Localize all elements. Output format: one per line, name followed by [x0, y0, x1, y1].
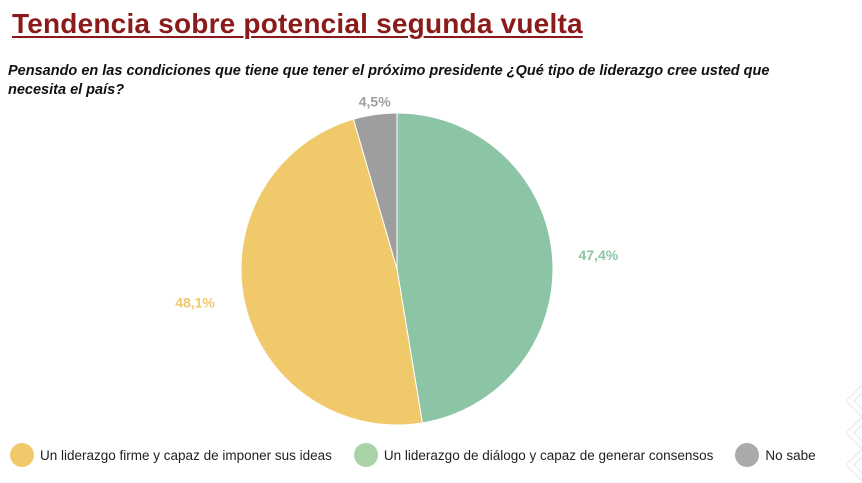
pie-slice — [240, 118, 423, 426]
legend-item-firme: Un liderazgo firme y capaz de imponer su… — [10, 443, 332, 467]
slice-value-label: 4,5% — [359, 93, 391, 109]
slice-value-label: 47,4% — [579, 247, 619, 263]
legend-label-dialogo: Un liderazgo de diálogo y capaz de gener… — [383, 447, 714, 463]
legend-swatch-no-sabe — [735, 443, 760, 467]
legend-label-firme: Un liderazgo firme y capaz de imponer su… — [40, 447, 332, 463]
slice-value-label: 48,1% — [175, 295, 215, 311]
legend-swatch-dialogo — [353, 443, 378, 467]
legend-item-dialogo: Un liderazgo de diálogo y capaz de gener… — [353, 443, 714, 467]
legend-label-no-sabe: No sabe — [765, 447, 816, 463]
decorative-chevrons-icon — [845, 385, 862, 482]
survey-question: Pensando en las condiciones que tiene qu… — [8, 63, 770, 98]
legend-swatch-firme — [10, 443, 34, 467]
chart-legend: Un liderazgo firme y capaz de imponer su… — [10, 441, 816, 469]
page-title: Tendencia sobre potencial segunda vuelta — [12, 8, 583, 39]
pie-slice — [352, 112, 398, 270]
legend-item-no-sabe: No sabe — [735, 443, 816, 467]
pie-slice — [396, 112, 554, 424]
